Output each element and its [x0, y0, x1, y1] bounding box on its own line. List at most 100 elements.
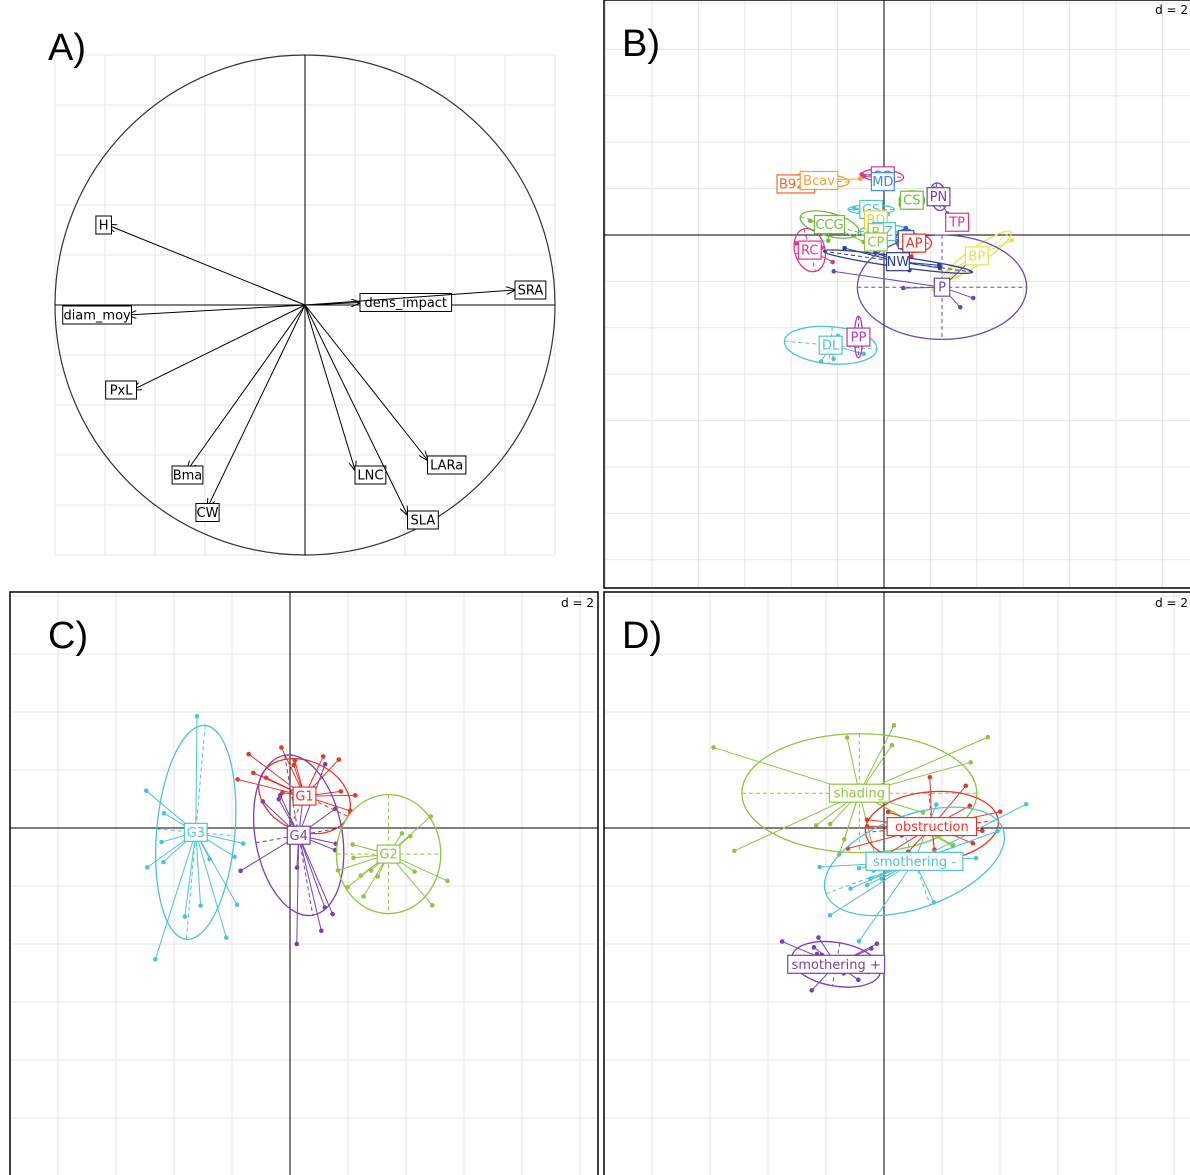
point [238, 868, 243, 874]
panel-c-letter: C) [48, 615, 88, 657]
point [793, 241, 799, 246]
point [223, 935, 229, 940]
group-label-G3-box [183, 822, 208, 842]
point [358, 873, 364, 878]
star-ray [184, 832, 197, 917]
point [848, 886, 853, 891]
var-label-SLA: SLA [411, 514, 436, 529]
point [319, 928, 324, 934]
var-label-Bma: Bma [173, 469, 203, 484]
var-label-LARa: LARa [430, 459, 463, 474]
point [291, 762, 297, 768]
group-label-smothering-: smothering - [873, 855, 956, 870]
group-label-G1-box [292, 786, 317, 806]
panel-c-labels: G3 G1 G4 G2 [183, 786, 401, 864]
point [831, 356, 836, 362]
point [294, 941, 300, 947]
group-label-G4: G4 [290, 829, 308, 844]
group-label-PN: PN [930, 190, 948, 205]
point [818, 359, 824, 364]
arrow-diam_moy [128, 304, 306, 315]
group-label-shading: shading [834, 787, 885, 802]
point [963, 783, 969, 789]
point [350, 842, 355, 847]
var-label-box-Bma [171, 465, 204, 485]
point [817, 864, 823, 870]
point [240, 841, 246, 846]
group-label-MD-box [870, 172, 895, 192]
var-label-CW: CW [197, 506, 219, 521]
point [973, 855, 979, 861]
group-label-DL-box [818, 335, 843, 355]
group-label-PN-box [926, 187, 951, 207]
point [807, 218, 813, 224]
group-label-obstruction-box [886, 816, 978, 837]
panel-d-frame [603, 591, 1190, 1175]
point [816, 935, 821, 940]
point [979, 828, 985, 834]
group-label-smothering--box [787, 954, 886, 974]
panel-c-frame [9, 591, 599, 1175]
var-label-box-diam_moy [62, 305, 133, 325]
panel-d-d-label: d = 2 [1155, 596, 1188, 610]
group-label-CP-box [863, 232, 888, 252]
var-label-diam_moy: diam_moy [63, 309, 131, 324]
point [831, 269, 837, 274]
point [861, 174, 867, 179]
point [879, 876, 884, 881]
point [970, 295, 976, 301]
point [351, 855, 356, 861]
arrow-Bma [188, 304, 306, 470]
arrow-SRA [304, 290, 515, 306]
star-ray [838, 793, 860, 855]
panel-a-letter: A) [48, 27, 86, 69]
point [885, 809, 891, 815]
point [143, 788, 149, 793]
panel-d-groups: shading obstruction smothering - smothering… [711, 723, 1029, 993]
star-ray [298, 835, 322, 931]
group-P [831, 234, 1028, 341]
point [235, 777, 240, 782]
point [159, 839, 164, 845]
point [864, 824, 870, 829]
point [950, 842, 956, 848]
point [153, 957, 158, 962]
group-label-G4-box [286, 825, 311, 845]
point [997, 809, 1003, 814]
panel-c: G3 G1 G4 G2 d = 2 C) [9, 591, 599, 1175]
point [335, 868, 341, 873]
point [779, 939, 785, 944]
point [931, 900, 937, 905]
var-label-box-LNC [354, 465, 387, 485]
star-ray [858, 725, 895, 794]
point [868, 876, 873, 882]
point [277, 792, 283, 798]
point [869, 946, 874, 951]
point [927, 774, 933, 780]
group-label-RC-box [797, 240, 822, 260]
ellipse-minor-axis [828, 326, 833, 364]
point [161, 859, 166, 865]
point [856, 865, 862, 871]
star-ray [734, 792, 860, 852]
point [711, 745, 716, 750]
point [352, 793, 358, 798]
point [144, 865, 150, 870]
group-label-PP: PP [851, 331, 867, 346]
point [856, 939, 862, 944]
point [827, 912, 833, 918]
point [857, 176, 863, 182]
group-label-G1: G1 [295, 790, 313, 805]
point [1023, 802, 1029, 807]
point [161, 810, 167, 816]
point [861, 351, 867, 357]
arrow-PxL [133, 304, 306, 390]
point [322, 761, 328, 767]
star-ray [298, 835, 326, 908]
arrow-CW [208, 304, 306, 508]
point [825, 238, 831, 243]
point [445, 878, 450, 884]
group-label-shading-box [828, 783, 890, 803]
point [251, 770, 256, 776]
